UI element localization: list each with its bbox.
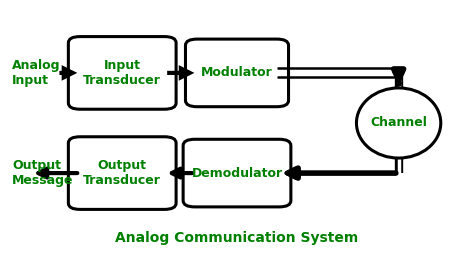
Text: Analog
Input: Analog Input (12, 59, 61, 87)
Text: Output
Message: Output Message (12, 159, 73, 187)
Text: Channel: Channel (370, 116, 427, 130)
Text: Modulator: Modulator (201, 66, 273, 79)
Text: Demodulator: Demodulator (191, 167, 283, 179)
FancyBboxPatch shape (185, 39, 289, 107)
Text: Analog Communication System: Analog Communication System (115, 231, 359, 245)
Text: Input
Transducer: Input Transducer (83, 59, 161, 87)
FancyBboxPatch shape (68, 137, 176, 209)
FancyBboxPatch shape (68, 37, 176, 109)
Text: Output
Transducer: Output Transducer (83, 159, 161, 187)
Ellipse shape (356, 88, 441, 158)
FancyBboxPatch shape (183, 139, 291, 207)
